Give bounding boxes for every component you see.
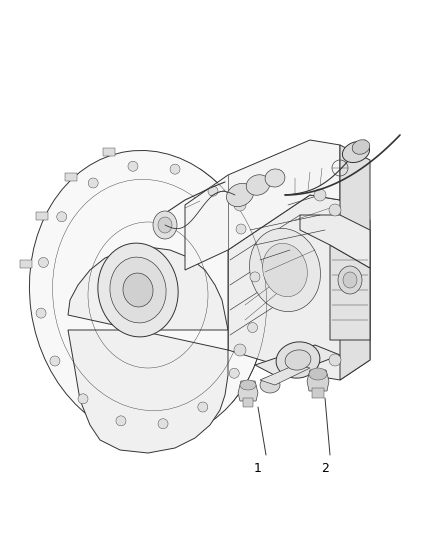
Polygon shape (255, 345, 340, 378)
Polygon shape (228, 195, 370, 380)
Ellipse shape (250, 229, 321, 312)
Ellipse shape (352, 140, 370, 154)
Ellipse shape (329, 354, 341, 366)
Ellipse shape (343, 272, 357, 288)
Polygon shape (340, 145, 370, 380)
Ellipse shape (78, 394, 88, 404)
Polygon shape (312, 388, 324, 398)
Ellipse shape (247, 322, 258, 333)
Polygon shape (65, 173, 77, 181)
Ellipse shape (265, 169, 285, 187)
Ellipse shape (240, 380, 256, 390)
Polygon shape (238, 381, 258, 401)
Polygon shape (243, 398, 253, 407)
Ellipse shape (260, 377, 280, 393)
Ellipse shape (329, 204, 341, 216)
Ellipse shape (110, 257, 166, 323)
Ellipse shape (88, 178, 98, 188)
Ellipse shape (57, 212, 67, 222)
Ellipse shape (226, 183, 254, 207)
Ellipse shape (234, 199, 246, 211)
Text: 1: 1 (254, 462, 262, 474)
Ellipse shape (276, 342, 320, 378)
Ellipse shape (98, 243, 178, 337)
Text: 2: 2 (321, 462, 329, 474)
Polygon shape (307, 370, 329, 391)
Polygon shape (300, 215, 370, 268)
Ellipse shape (314, 189, 326, 201)
Polygon shape (36, 212, 48, 220)
Polygon shape (68, 247, 228, 453)
Ellipse shape (234, 344, 246, 356)
Ellipse shape (170, 164, 180, 174)
Ellipse shape (236, 224, 246, 234)
Ellipse shape (116, 416, 126, 426)
Ellipse shape (128, 161, 138, 171)
Ellipse shape (314, 369, 326, 381)
Ellipse shape (246, 175, 270, 195)
Polygon shape (20, 260, 32, 268)
Ellipse shape (158, 419, 168, 429)
Polygon shape (330, 245, 370, 340)
Polygon shape (185, 140, 340, 270)
Ellipse shape (50, 356, 60, 366)
Ellipse shape (263, 243, 307, 297)
Ellipse shape (198, 402, 208, 412)
Ellipse shape (123, 273, 153, 307)
Ellipse shape (309, 368, 327, 380)
Ellipse shape (36, 308, 46, 318)
Ellipse shape (229, 368, 239, 378)
Ellipse shape (158, 217, 172, 233)
Ellipse shape (250, 272, 260, 282)
Polygon shape (260, 365, 310, 385)
Ellipse shape (29, 150, 267, 440)
Ellipse shape (39, 257, 49, 268)
Polygon shape (103, 148, 115, 156)
Ellipse shape (285, 350, 311, 370)
Ellipse shape (153, 211, 177, 239)
Ellipse shape (338, 266, 362, 294)
Ellipse shape (208, 186, 218, 196)
Ellipse shape (343, 141, 370, 163)
